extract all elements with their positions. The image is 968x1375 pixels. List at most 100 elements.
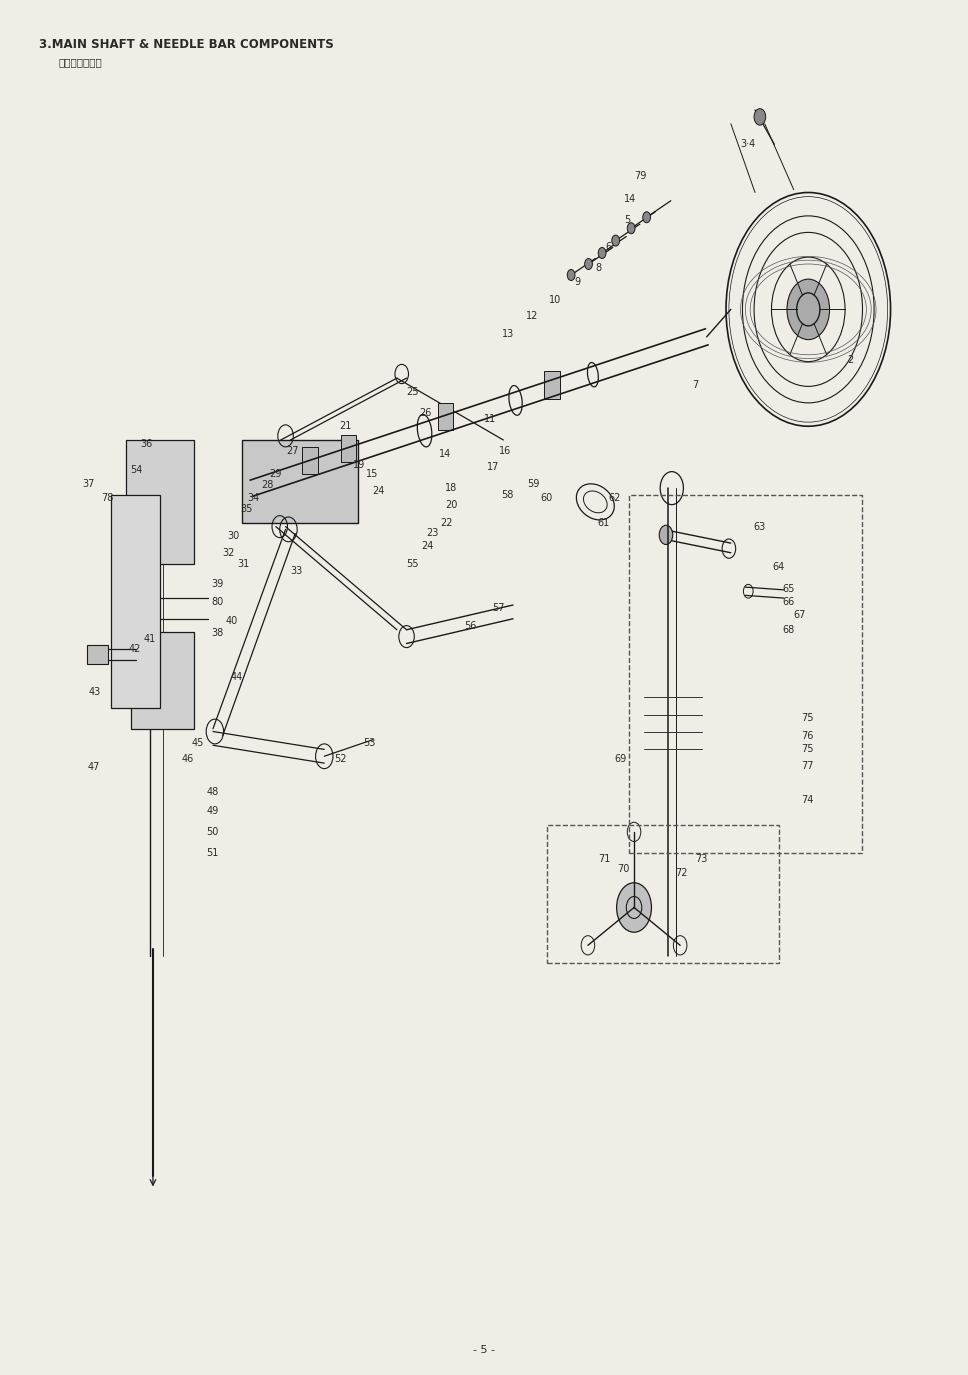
Bar	[126, 440, 194, 564]
Text: 27: 27	[287, 446, 299, 456]
Circle shape	[585, 258, 592, 270]
Text: 60: 60	[540, 492, 553, 503]
Text: 19: 19	[353, 459, 366, 470]
Text: 51: 51	[206, 847, 219, 858]
Text: 76: 76	[802, 730, 814, 741]
Circle shape	[598, 248, 606, 258]
Text: - 5 -: - 5 -	[473, 1345, 495, 1356]
Text: 53: 53	[363, 737, 376, 748]
Text: 75: 75	[802, 744, 814, 755]
Text: 58: 58	[501, 490, 514, 500]
Text: 24: 24	[421, 540, 434, 551]
Text: 13: 13	[502, 329, 515, 340]
Text: 28: 28	[261, 480, 274, 491]
Circle shape	[659, 525, 673, 544]
Text: 24: 24	[373, 485, 385, 496]
Text: 3·4: 3·4	[741, 139, 756, 150]
Text: 20: 20	[445, 499, 458, 510]
Text: 9: 9	[574, 276, 580, 287]
Text: 17: 17	[487, 462, 499, 473]
Circle shape	[627, 223, 635, 234]
Text: 上軍・针棒関係: 上軍・针棒関係	[58, 56, 102, 67]
Text: 31: 31	[237, 558, 250, 569]
Text: 8: 8	[595, 263, 601, 274]
Text: 10: 10	[549, 294, 561, 305]
Text: 77: 77	[802, 760, 814, 771]
Text: 14: 14	[624, 194, 637, 205]
Text: 37: 37	[82, 478, 95, 489]
Text: 45: 45	[192, 737, 204, 748]
Text: 78: 78	[102, 492, 114, 503]
Text: 41: 41	[143, 634, 156, 645]
Text: 23: 23	[426, 528, 439, 539]
Circle shape	[612, 235, 620, 246]
Text: 48: 48	[206, 786, 219, 797]
Text: 62: 62	[608, 492, 620, 503]
Circle shape	[754, 109, 766, 125]
Bar	[341, 434, 356, 462]
Text: 40: 40	[226, 616, 238, 627]
Text: 52: 52	[334, 754, 347, 765]
Text: 21: 21	[339, 421, 351, 432]
Text: 67: 67	[794, 609, 806, 620]
Bar	[87, 645, 108, 664]
Text: 25: 25	[407, 386, 419, 397]
Text: 15: 15	[366, 469, 378, 480]
Text: 47: 47	[87, 762, 100, 773]
Text: 46: 46	[182, 754, 195, 765]
Text: 75: 75	[802, 712, 814, 723]
Bar	[438, 403, 453, 430]
Text: 49: 49	[206, 806, 219, 817]
Text: 26: 26	[419, 407, 432, 418]
Text: 65: 65	[782, 583, 795, 594]
Circle shape	[617, 883, 651, 932]
Text: 54: 54	[131, 465, 143, 476]
Text: 55: 55	[407, 558, 419, 569]
Bar	[131, 632, 194, 729]
Circle shape	[567, 270, 575, 280]
Text: 68: 68	[782, 624, 795, 635]
Text: 73: 73	[695, 854, 708, 865]
Text: 2: 2	[847, 355, 853, 366]
Text: 36: 36	[140, 439, 153, 450]
Text: 16: 16	[499, 446, 511, 456]
Text: 7: 7	[692, 380, 698, 390]
Text: 74: 74	[802, 795, 814, 806]
Text: 29: 29	[269, 469, 282, 480]
Text: 80: 80	[211, 597, 224, 608]
Text: 11: 11	[484, 414, 497, 425]
Bar	[544, 371, 560, 399]
Text: 72: 72	[676, 868, 688, 879]
Text: 18: 18	[445, 483, 458, 494]
Bar	[242, 440, 358, 522]
Text: 61: 61	[597, 517, 610, 528]
Text: 5: 5	[624, 214, 630, 226]
Text: 3.MAIN SHAFT & NEEDLE BAR COMPONENTS: 3.MAIN SHAFT & NEEDLE BAR COMPONENTS	[39, 37, 333, 51]
Text: 79: 79	[634, 170, 647, 182]
Text: 44: 44	[230, 671, 243, 682]
Text: 69: 69	[615, 754, 627, 765]
Text: 42: 42	[129, 644, 141, 654]
Bar	[302, 447, 318, 474]
Text: 22: 22	[440, 517, 453, 528]
Text: 64: 64	[772, 561, 785, 572]
Text: 63: 63	[753, 521, 766, 532]
Text: 59: 59	[528, 478, 540, 489]
Text: 57: 57	[492, 602, 504, 613]
Text: 34: 34	[247, 492, 259, 503]
Circle shape	[643, 212, 650, 223]
Text: 35: 35	[240, 503, 253, 514]
Text: 66: 66	[782, 597, 795, 608]
Text: 12: 12	[526, 311, 538, 322]
Text: 70: 70	[618, 864, 630, 874]
Text: 56: 56	[465, 620, 477, 631]
Text: 43: 43	[89, 686, 102, 697]
Text: 32: 32	[223, 547, 235, 558]
Text: 6: 6	[605, 242, 611, 253]
Text: 30: 30	[227, 531, 240, 542]
Circle shape	[787, 279, 830, 340]
Text: 39: 39	[211, 579, 224, 590]
Text: 33: 33	[290, 565, 303, 576]
Text: 38: 38	[211, 627, 224, 638]
Text: 50: 50	[206, 826, 219, 837]
